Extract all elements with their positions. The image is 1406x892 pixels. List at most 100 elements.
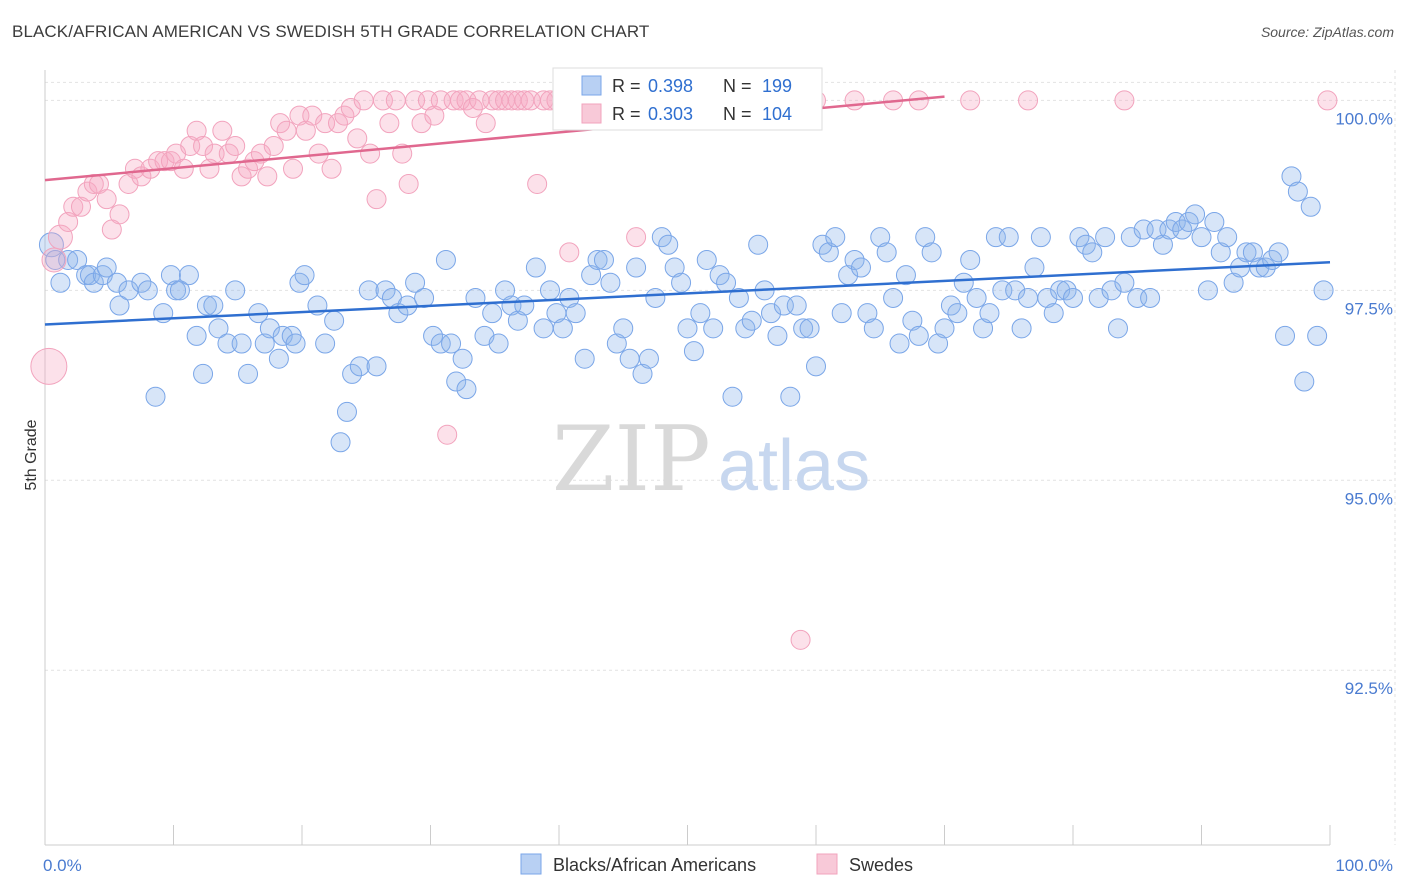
point-blacks-32 bbox=[259, 318, 280, 339]
point-blacks-109 bbox=[786, 295, 807, 316]
point-blacks-26 bbox=[217, 333, 238, 354]
point-blacks-110 bbox=[793, 318, 814, 339]
point-blacks-155 bbox=[1082, 242, 1103, 263]
point-blacks-114 bbox=[818, 242, 839, 263]
point-blacks-160 bbox=[1114, 272, 1135, 293]
bottom-legend-swatch-pink bbox=[816, 853, 838, 875]
point-blacks-57 bbox=[441, 333, 462, 354]
point-swedes-37 bbox=[283, 158, 304, 179]
point-blacks-145 bbox=[1018, 287, 1039, 308]
point-blacks-119 bbox=[850, 257, 871, 278]
point-blacks-25 bbox=[208, 318, 229, 339]
point-blacks-127 bbox=[902, 310, 923, 331]
point-blacks-38 bbox=[294, 265, 315, 286]
point-blacks-156 bbox=[1088, 287, 1109, 308]
point-swedes-100 bbox=[960, 90, 981, 111]
point-blacks-64 bbox=[488, 333, 509, 354]
point-blacks-176 bbox=[1217, 227, 1238, 248]
legend-n-value-1: 199 bbox=[762, 76, 792, 96]
point-blacks-130 bbox=[921, 242, 942, 263]
point-blacks-94 bbox=[690, 303, 711, 324]
point-blacks-82 bbox=[613, 318, 634, 339]
point-blacks-159 bbox=[1107, 318, 1128, 339]
legend: R = 0.398 N = 199 R = 0.303 N = 104 bbox=[552, 67, 823, 131]
point-swedes-95 bbox=[790, 629, 811, 650]
point-blacks-76 bbox=[574, 348, 595, 369]
point-swedes-75 bbox=[527, 173, 548, 194]
point-blacks-23 bbox=[196, 295, 217, 316]
point-blacks-36 bbox=[285, 333, 306, 354]
point-blacks-53 bbox=[414, 287, 435, 308]
y-tick-label-3: 92.5% bbox=[1345, 679, 1393, 698]
point-blacks-191 bbox=[1313, 280, 1334, 301]
point-blacks-19 bbox=[169, 280, 190, 301]
point-swedes-50 bbox=[366, 189, 387, 210]
point-blacks-9 bbox=[96, 257, 117, 278]
point-blacks-67 bbox=[507, 310, 528, 331]
point-blacks-149 bbox=[1043, 303, 1064, 324]
point-blacks-146 bbox=[1024, 257, 1045, 278]
point-blacks-43 bbox=[336, 401, 357, 422]
point-swedes-46 bbox=[340, 97, 361, 118]
point-swedes-86 bbox=[626, 227, 647, 248]
point-blacks-56 bbox=[435, 249, 456, 270]
point-blacks-73 bbox=[552, 318, 573, 339]
point-blacks-164 bbox=[1140, 287, 1161, 308]
legend-r-label-1: R = bbox=[612, 76, 641, 96]
point-blacks-116 bbox=[831, 303, 852, 324]
point-swedes-57 bbox=[411, 113, 432, 134]
point-blacks-2 bbox=[50, 272, 71, 293]
point-blacks-126 bbox=[895, 265, 916, 286]
y-tick-label-0: 100.0% bbox=[1335, 109, 1393, 128]
point-blacks-103 bbox=[748, 234, 769, 255]
point-blacks-28 bbox=[231, 333, 252, 354]
point-blacks-147 bbox=[1030, 227, 1051, 248]
series-blacks-points bbox=[38, 166, 1334, 453]
legend-swatch-blue bbox=[581, 75, 602, 96]
point-blacks-54 bbox=[423, 325, 444, 346]
point-blacks-131 bbox=[928, 333, 949, 354]
point-blacks-188 bbox=[1294, 371, 1315, 392]
bottom-legend-label-blacks: Blacks/African Americans bbox=[553, 855, 756, 875]
point-blacks-171 bbox=[1185, 204, 1206, 225]
point-blacks-77 bbox=[581, 265, 602, 286]
point-blacks-81 bbox=[606, 333, 627, 354]
y-axis-label: 5th Grade bbox=[23, 419, 40, 490]
point-blacks-21 bbox=[186, 325, 207, 346]
point-blacks-10 bbox=[106, 272, 127, 293]
point-blacks-68 bbox=[514, 295, 535, 316]
point-blacks-4 bbox=[67, 249, 88, 270]
x-tick-labels: 0.0% 100.0% bbox=[43, 856, 1393, 875]
point-blacks-128 bbox=[908, 325, 929, 346]
point-blacks-108 bbox=[780, 386, 801, 407]
point-blacks-90 bbox=[664, 257, 685, 278]
point-swedes-55 bbox=[398, 173, 419, 194]
point-blacks-83 bbox=[619, 348, 640, 369]
point-blacks-45 bbox=[349, 356, 370, 377]
point-blacks-135 bbox=[953, 272, 974, 293]
point-blacks-172 bbox=[1191, 227, 1212, 248]
point-swedes-52 bbox=[379, 113, 400, 134]
point-blacks-14 bbox=[137, 280, 158, 301]
point-blacks-40 bbox=[315, 333, 336, 354]
point-swedes-103 bbox=[1317, 90, 1338, 111]
point-swedes-43 bbox=[321, 158, 342, 179]
point-blacks-95 bbox=[696, 249, 717, 270]
point-blacks-186 bbox=[1281, 166, 1302, 187]
point-swedes-49 bbox=[360, 143, 381, 164]
point-blacks-98 bbox=[716, 272, 737, 293]
point-swedes-54 bbox=[392, 143, 413, 164]
point-blacks-122 bbox=[870, 227, 891, 248]
point-swedes-22 bbox=[186, 120, 207, 141]
point-blacks-46 bbox=[358, 280, 379, 301]
point-blacks-100 bbox=[728, 287, 749, 308]
point-blacks-138 bbox=[973, 318, 994, 339]
point-blacks-129 bbox=[915, 227, 936, 248]
point-swedes-59 bbox=[424, 105, 445, 126]
point-swedes-34 bbox=[263, 135, 284, 156]
point-swedes-11 bbox=[109, 204, 130, 225]
point-blacks-142 bbox=[998, 227, 1019, 248]
point-blacks-112 bbox=[806, 356, 826, 377]
series-swedes-points bbox=[30, 90, 1338, 650]
